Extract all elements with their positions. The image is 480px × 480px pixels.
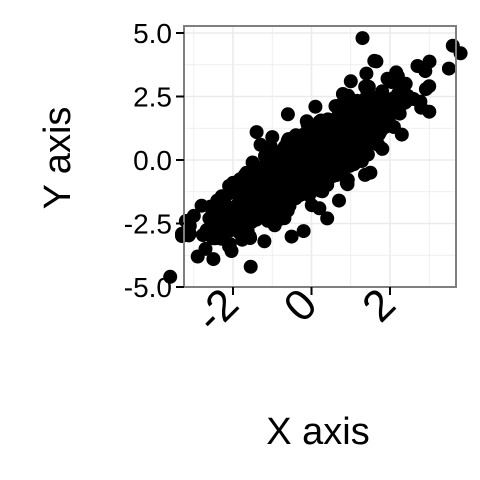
data-point — [237, 168, 252, 183]
data-point — [282, 198, 297, 213]
data-point — [328, 112, 343, 127]
data-point — [335, 87, 350, 101]
data-point — [375, 84, 390, 99]
data-point — [327, 124, 342, 139]
data-point — [194, 198, 209, 213]
data-point — [347, 142, 362, 157]
data-point — [232, 225, 247, 240]
y-tick-label: -2.5 — [124, 209, 172, 240]
data-point — [226, 175, 240, 190]
data-point — [332, 193, 346, 208]
data-point — [308, 99, 323, 114]
data-point — [351, 102, 366, 117]
y-axis-title: Y axis — [37, 107, 79, 210]
data-point — [321, 144, 336, 159]
data-point — [163, 269, 178, 284]
data-point — [233, 188, 248, 203]
panel-border — [183, 25, 457, 288]
y-tick-label: 0.0 — [133, 145, 172, 176]
data-point — [199, 223, 214, 238]
data-point — [298, 170, 312, 185]
data-point — [383, 97, 397, 112]
data-point — [273, 147, 288, 162]
data-point — [241, 216, 256, 231]
data-point — [284, 173, 299, 188]
data-point — [302, 188, 317, 203]
data-point — [339, 175, 354, 190]
data-point — [198, 241, 213, 256]
data-point — [222, 239, 237, 254]
data-point — [342, 123, 357, 138]
data-point — [265, 130, 280, 145]
x-axis-title: X axis — [266, 411, 369, 453]
data-point — [182, 226, 197, 241]
data-point — [363, 165, 378, 180]
data-point — [202, 211, 217, 226]
data-point — [257, 234, 272, 249]
data-point — [343, 74, 358, 89]
data-point — [178, 214, 193, 228]
data-point — [315, 184, 330, 199]
y-tick-label: -5.0 — [124, 272, 172, 303]
data-point — [243, 259, 258, 274]
data-point — [210, 193, 225, 208]
points-layer — [163, 31, 468, 284]
data-point — [357, 126, 371, 141]
data-point — [245, 155, 260, 170]
data-point — [359, 66, 374, 81]
data-point — [367, 53, 382, 68]
data-point — [360, 84, 375, 99]
data-point — [394, 97, 409, 112]
data-point — [441, 61, 456, 76]
data-point — [418, 82, 433, 97]
data-point — [267, 218, 282, 233]
data-point — [284, 229, 299, 244]
data-point — [336, 134, 351, 149]
data-point — [229, 201, 244, 216]
data-point — [398, 76, 413, 91]
data-point — [218, 206, 233, 221]
data-point — [258, 188, 272, 203]
data-point — [320, 211, 335, 226]
data-point — [324, 165, 339, 180]
data-point — [253, 137, 268, 152]
data-point — [343, 111, 358, 126]
data-point — [406, 92, 421, 106]
data-point — [264, 174, 279, 189]
data-point — [206, 252, 221, 267]
data-point — [280, 107, 295, 122]
data-point — [316, 132, 331, 147]
data-point — [371, 137, 386, 152]
data-point — [281, 132, 296, 147]
data-point — [296, 224, 311, 239]
data-point — [249, 125, 264, 140]
y-tick-label: 2.5 — [133, 82, 172, 113]
data-point — [292, 140, 307, 155]
data-point — [300, 117, 315, 132]
data-point — [422, 104, 437, 119]
y-tick-label: 5.0 — [133, 18, 172, 49]
data-point — [312, 201, 327, 216]
data-point — [453, 46, 468, 61]
data-point — [418, 64, 433, 79]
data-point — [355, 31, 370, 46]
data-point — [394, 127, 409, 142]
